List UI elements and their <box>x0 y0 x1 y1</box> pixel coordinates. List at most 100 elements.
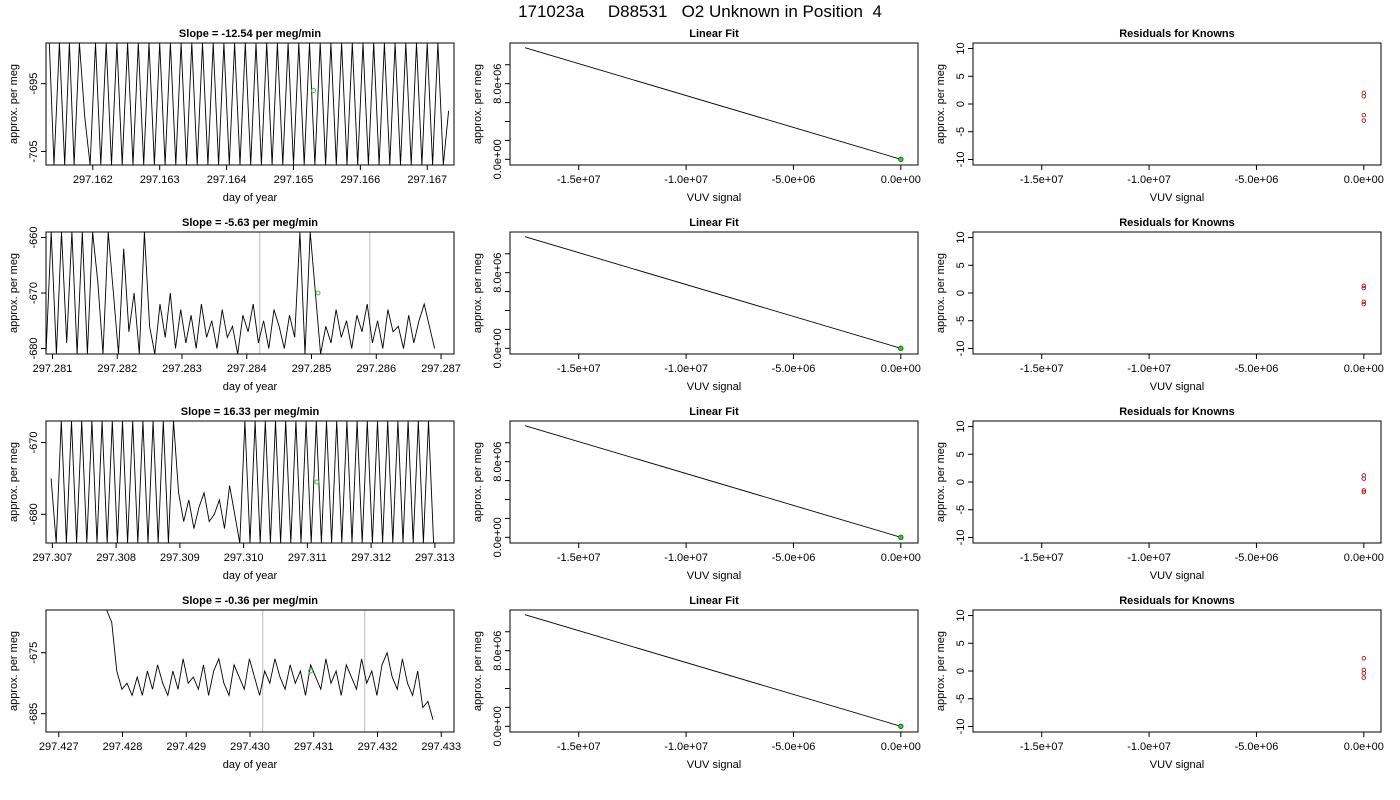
x-axis-label: VUV signal <box>687 381 741 393</box>
x-tick-label: 297.282 <box>97 363 137 375</box>
panel-title: Slope = -5.63 per meg/min <box>182 217 318 229</box>
panel-title: Slope = 16.33 per meg/min <box>181 406 320 418</box>
x-tick-label: 0.0e+00 <box>881 552 921 564</box>
y-tick-label: -675 <box>28 642 40 664</box>
plot-frame <box>45 42 455 166</box>
y-tick-label: 10 <box>955 609 967 621</box>
unknown-marker <box>315 290 321 296</box>
plot-frame <box>45 609 455 733</box>
series-line <box>524 47 901 160</box>
y-axis-label: approx. per meg <box>472 253 484 333</box>
y-tick-label: 5 <box>955 73 967 79</box>
x-tick-label: -5.0e+06 <box>772 741 816 753</box>
x-tick-label: -1.0e+07 <box>1127 741 1171 753</box>
series-line <box>524 236 901 349</box>
x-tick-label: -5.0e+06 <box>772 363 816 375</box>
x-tick-label: 297.286 <box>356 363 396 375</box>
series-line <box>48 42 450 166</box>
plot-frame <box>509 231 919 355</box>
unknown-marker <box>311 87 317 93</box>
y-tick-label: 8.0e+06 <box>492 631 504 671</box>
x-tick-label: 297.309 <box>160 552 200 564</box>
x-tick-label: -5.0e+06 <box>1235 174 1279 186</box>
y-tick-label: 5 <box>955 262 967 268</box>
x-axis-label: VUV signal <box>1150 570 1204 582</box>
x-tick-label: -1.5e+07 <box>1020 552 1064 564</box>
panel-title: Residuals for Knowns <box>1119 595 1235 607</box>
x-axis-label: VUV signal <box>1150 381 1204 393</box>
panel-title: Linear Fit <box>689 28 739 40</box>
x-tick-label: 297.427 <box>39 741 79 753</box>
x-tick-label: -5.0e+06 <box>1235 552 1279 564</box>
y-tick-label: -5 <box>955 505 967 515</box>
x-tick-label: 297.166 <box>340 174 380 186</box>
x-tick-label: -1.0e+07 <box>1127 174 1171 186</box>
x-tick-label: 297.431 <box>294 741 334 753</box>
x-tick-label: -1.5e+07 <box>557 174 601 186</box>
y-tick-label: -695 <box>28 73 40 95</box>
panel-title: Residuals for Knowns <box>1119 217 1235 229</box>
plot-frame <box>972 231 1382 355</box>
x-tick-label: 297.430 <box>230 741 270 753</box>
y-tick-label: 8.0e+06 <box>492 442 504 482</box>
plot-frame <box>972 42 1382 166</box>
residual-point <box>1361 93 1367 99</box>
x-axis-label: VUV signal <box>687 759 741 771</box>
panel-title: Slope = -0.36 per meg/min <box>182 595 318 607</box>
x-tick-label: 297.283 <box>162 363 202 375</box>
panel-1-1: Slope = -12.54 per meg/min 297.162 297.163… <box>8 28 455 204</box>
x-tick-label: 0.0e+00 <box>1344 741 1384 753</box>
x-axis-label: VUV signal <box>1150 192 1204 204</box>
fit-point <box>898 345 904 352</box>
y-tick-label: 0.0e+00 <box>492 706 504 746</box>
plot-frame <box>972 420 1382 544</box>
y-axis-label: approx. per meg <box>8 253 20 333</box>
x-tick-label: 0.0e+00 <box>881 741 921 753</box>
figure-title: 171023a D88531 O2 Unknown in Position 4 <box>518 2 882 21</box>
plot-frame <box>509 42 919 166</box>
residual-point <box>1361 476 1367 481</box>
residual-point <box>1361 299 1367 305</box>
y-axis-label: approx. per meg <box>935 64 947 144</box>
series-line <box>45 231 436 355</box>
y-tick-label: -5 <box>955 127 967 137</box>
y-tick-label: -660 <box>28 227 40 249</box>
x-tick-label: 0.0e+00 <box>1344 363 1384 375</box>
residual-point <box>1361 489 1367 495</box>
y-tick-label: -10 <box>955 530 967 546</box>
x-tick-label: 0.0e+00 <box>881 174 921 186</box>
x-tick-label: 297.428 <box>103 741 143 753</box>
x-tick-label: -1.5e+07 <box>1020 363 1064 375</box>
series-line <box>524 614 901 727</box>
y-tick-label: 0 <box>955 290 967 296</box>
y-tick-label: -680 <box>28 337 40 359</box>
y-tick-label: 5 <box>955 640 967 646</box>
x-tick-label: 297.308 <box>96 552 136 564</box>
panel-title: Linear Fit <box>689 406 739 418</box>
residual-point <box>1361 488 1367 493</box>
x-tick-label: -5.0e+06 <box>772 552 816 564</box>
x-tick-label: 297.312 <box>351 552 391 564</box>
panel-3-2: Linear Fit -1.5e+07 -1.0e+07 -5.0e+06 0.0e+0… <box>472 406 921 582</box>
x-tick-label: 297.307 <box>32 552 72 564</box>
x-tick-label: -1.0e+07 <box>664 741 708 753</box>
panel-title: Linear Fit <box>689 217 739 229</box>
y-tick-label: 0.0e+00 <box>492 139 504 179</box>
y-axis-label: approx. per meg <box>935 631 947 711</box>
x-tick-label: -1.5e+07 <box>557 552 601 564</box>
x-tick-label: -5.0e+06 <box>1235 363 1279 375</box>
residual-point <box>1361 112 1367 118</box>
x-tick-label: -1.0e+07 <box>1127 363 1171 375</box>
x-tick-label: 297.281 <box>33 363 73 375</box>
y-tick-label: 5 <box>955 451 967 457</box>
panel-3-3: Residuals for Knowns -1.5e+07 -1.0e+07 -5.0… <box>935 406 1384 582</box>
series-line <box>106 609 434 720</box>
y-tick-label: -680 <box>28 503 40 525</box>
x-axis-label: day of year <box>223 570 278 582</box>
x-tick-label: 297.429 <box>166 741 206 753</box>
x-tick-label: -1.5e+07 <box>557 741 601 753</box>
x-tick-label: 297.164 <box>207 174 247 186</box>
panel-4-3: Residuals for Knowns -1.5e+07 -1.0e+07 -5.0… <box>935 595 1384 771</box>
panel-4-1: Slope = -0.36 per meg/min 297.427 297.428 2… <box>8 595 461 771</box>
x-tick-label: -1.5e+07 <box>1020 741 1064 753</box>
